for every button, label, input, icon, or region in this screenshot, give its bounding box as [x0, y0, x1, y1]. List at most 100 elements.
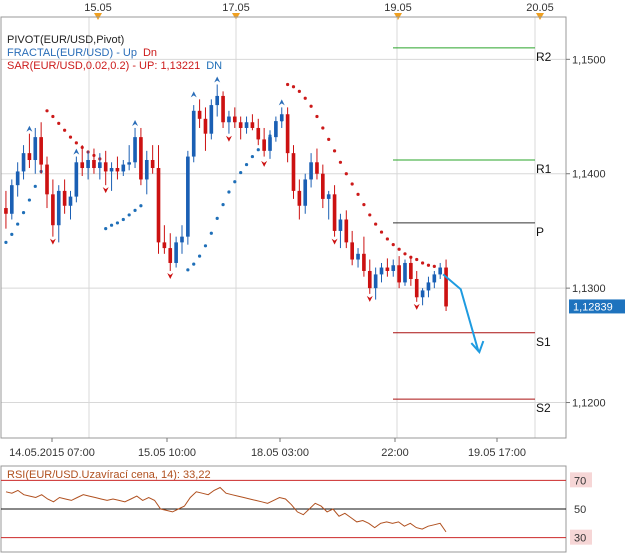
- current-price-label: 1,12839: [573, 301, 613, 313]
- sar-dot-up: [139, 204, 143, 208]
- sar-dot-up: [203, 244, 208, 248]
- sar-dot-down: [374, 222, 378, 226]
- time-tick-label: 19.05 17:00: [468, 447, 526, 459]
- candle-body: [356, 253, 360, 260]
- fractal-down-marker: [102, 187, 109, 194]
- candle-body: [321, 173, 325, 199]
- sar-dot-down: [368, 213, 372, 217]
- current-price-marker: [569, 299, 625, 314]
- sar-dot-up: [215, 216, 219, 220]
- sar-dot-down: [327, 137, 331, 142]
- candle-body: [291, 153, 296, 191]
- candle-body: [4, 208, 8, 214]
- fractal-up-marker: [26, 125, 33, 132]
- candle-body: [326, 194, 331, 199]
- pivot-label: S1: [536, 335, 551, 349]
- rsi-level-label: 50: [574, 504, 586, 516]
- candle-body: [51, 194, 55, 226]
- price-tick-label: 1,1200: [572, 398, 606, 410]
- sar-dot-down: [385, 237, 389, 241]
- sar-dot-down: [397, 247, 401, 251]
- top-date-label: 19.05: [384, 2, 412, 14]
- candle-body: [332, 194, 337, 231]
- sar-dot-down: [350, 182, 354, 186]
- legend-pivot: PIVOT(EUR/USD,Pivot): [7, 34, 124, 46]
- candle-body: [197, 110, 202, 119]
- candle-body: [403, 262, 407, 283]
- sar-dot-up: [104, 227, 108, 231]
- candle-body: [379, 267, 384, 275]
- sar-dots: [4, 82, 436, 272]
- sar-dot-down: [356, 192, 360, 196]
- candle-body: [256, 127, 261, 140]
- candle-body: [156, 168, 161, 243]
- sar-dot-up: [221, 203, 225, 207]
- candle-body: [27, 153, 32, 161]
- legend-fractal-dn: Dn: [143, 47, 157, 59]
- candle-body: [127, 162, 131, 165]
- sar-dot-down: [403, 252, 407, 256]
- main-plot-frame: [0, 16, 567, 439]
- candle-body: [274, 121, 278, 138]
- rsi-level-box: [570, 529, 592, 545]
- main-grid: [1, 17, 566, 438]
- candle-body: [221, 95, 225, 123]
- candle-body: [362, 253, 366, 271]
- candle-body: [262, 139, 266, 151]
- candle-body: [303, 179, 308, 206]
- candle-body: [203, 118, 208, 134]
- candle-body: [180, 236, 184, 243]
- sar-dot-down: [315, 114, 319, 119]
- sar-dot-up: [209, 231, 213, 235]
- candle-body: [268, 137, 272, 151]
- candle-body: [385, 267, 390, 271]
- sar-dot-down: [321, 126, 325, 130]
- candle-body: [39, 137, 43, 165]
- candle-body: [209, 105, 214, 134]
- time-tick-label: 22:00: [381, 447, 409, 459]
- fractal-up-marker: [73, 148, 80, 155]
- candle-body: [191, 110, 196, 157]
- indicator-legend: PIVOT(EUR/USD,Pivot) FRACTAL(EUR/USD) - …: [7, 34, 222, 72]
- sar-dot-up: [127, 213, 131, 217]
- sar-dot-down: [426, 263, 431, 267]
- pivot-label: S2: [536, 401, 551, 415]
- fractal-down-marker: [261, 160, 268, 167]
- candle-body: [9, 185, 14, 214]
- sar-dot-up: [121, 217, 125, 222]
- current-price-box: 1,12839: [569, 299, 625, 314]
- candle-body: [162, 242, 167, 249]
- candle-body: [432, 274, 437, 283]
- candle-body: [68, 196, 73, 206]
- candle-body: [15, 171, 20, 186]
- sar-dot-down: [297, 89, 301, 93]
- sar-dot-down: [68, 135, 73, 139]
- pivot-label: P: [536, 225, 544, 239]
- fractal-up-marker: [214, 76, 221, 83]
- price-axis: 1,1500 1,1400 1,1300 1,1200: [566, 54, 606, 410]
- sar-dot-down: [344, 172, 348, 176]
- sar-dot-down: [51, 114, 55, 119]
- candle-body: [367, 270, 372, 289]
- candle-body: [227, 116, 231, 123]
- candle-body: [215, 95, 220, 106]
- legend-fractal-up: Up: [123, 47, 137, 59]
- fractal-down-marker: [167, 272, 174, 279]
- legend-fractal: FRACTAL(EUR/USD) - Up Dn: [7, 47, 157, 59]
- pivot-label: R2: [536, 50, 552, 64]
- sar-dot-down: [309, 104, 313, 108]
- fractal-down-marker: [413, 303, 420, 310]
- fractal-down-marker: [366, 295, 373, 302]
- pivot-levels: R2 R1 P S1 S2: [393, 47, 552, 415]
- sar-dot-up: [115, 221, 120, 225]
- legend-sar-sep: -: [129, 60, 139, 72]
- forecast-arrow-line: [442, 273, 480, 352]
- candle-body: [150, 160, 155, 169]
- sar-dot-down: [362, 203, 366, 207]
- candle-body: [121, 164, 126, 172]
- sar-dot-up: [192, 262, 196, 266]
- sar-dot-up: [186, 268, 190, 272]
- sar-dot-down: [74, 141, 78, 145]
- candle-body: [338, 219, 343, 231]
